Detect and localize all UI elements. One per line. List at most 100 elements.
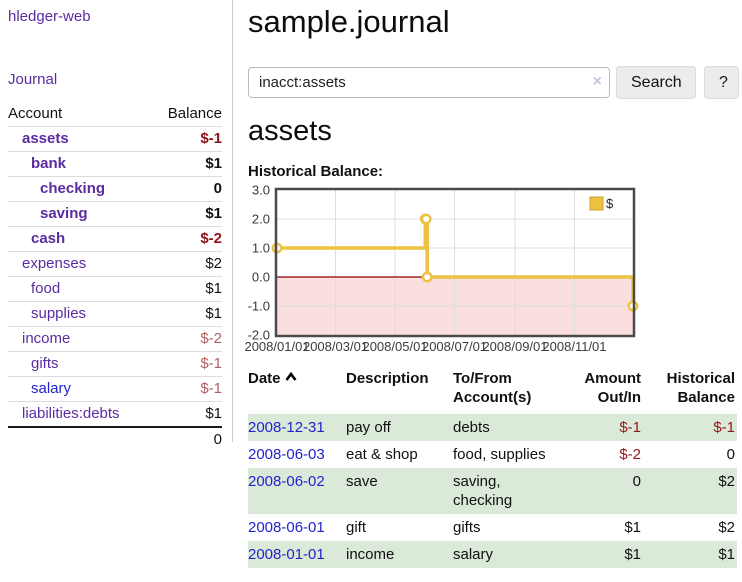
account-balance: $-1 (152, 376, 222, 402)
date-column-header[interactable]: Date (248, 369, 346, 414)
transaction-row: 2008-06-01 gift gifts $1 $2 (248, 514, 737, 541)
svg-text:0.0: 0.0 (252, 270, 270, 285)
account-balance: 0 (152, 176, 222, 202)
page-title: sample.journal (248, 4, 450, 39)
svg-text:$: $ (606, 196, 614, 211)
transaction-row: 2008-06-02 save saving, checking 0 $2 (248, 468, 737, 514)
transaction-date-link[interactable]: 2008-12-31 (248, 419, 325, 436)
account-link-bank[interactable]: bank (31, 155, 67, 172)
transaction-balance: 0 (726, 446, 735, 463)
help-button[interactable]: ? (704, 66, 739, 99)
transaction-amount: $1 (624, 546, 641, 563)
transaction-amount: $1 (624, 519, 641, 536)
account-row: salary $-1 (8, 376, 222, 402)
account-link-gifts[interactable]: gifts (31, 355, 59, 372)
transaction-amount: 0 (632, 473, 641, 490)
description-column-header: Description (346, 370, 429, 387)
svg-text:-1.0: -1.0 (248, 299, 270, 314)
account-balance: $1 (152, 151, 222, 177)
register-table: Date Description To/From Account(s) Amou… (248, 369, 737, 568)
transaction-accounts: gifts (453, 519, 481, 536)
account-link-income[interactable]: income (22, 330, 71, 347)
transaction-row: 2008-12-31 pay off debts $-1 $-1 (248, 414, 737, 441)
accounts-total-row: 0 (8, 426, 222, 452)
main-content: sample.journal × Search ? assets Histori… (234, 0, 742, 568)
svg-text:2008/09/01: 2008/09/01 (482, 339, 547, 354)
account-balance: $-1 (152, 126, 222, 152)
svg-text:3.0: 3.0 (252, 183, 270, 198)
account-balance: $1 (152, 401, 222, 428)
balance-column-header: Historical Balance (666, 370, 735, 406)
account-link-liabilities-debts[interactable]: liabilities:debts (22, 405, 120, 422)
account-row: supplies $1 (8, 301, 222, 327)
sort-ascending-icon (284, 372, 297, 381)
account-link-cash[interactable]: cash (31, 230, 66, 247)
account-balance: $-2 (152, 226, 222, 252)
transaction-accounts: salary (453, 546, 494, 563)
transaction-balance: $-1 (713, 419, 735, 436)
transaction-row: 2008-01-01 income salary $1 $1 (248, 541, 737, 568)
account-link-supplies[interactable]: supplies (31, 305, 87, 322)
transaction-amount: $-1 (619, 419, 641, 436)
account-row: income $-2 (8, 326, 222, 352)
chart-title: Historical Balance: (248, 163, 384, 180)
search-input[interactable] (248, 67, 610, 98)
account-row: liabilities:debts $1 (8, 401, 222, 428)
account-balance: $-1 (152, 351, 222, 377)
svg-text:2008/03/01: 2008/03/01 (303, 339, 368, 354)
transaction-date-link[interactable]: 2008-06-02 (248, 473, 325, 490)
svg-text:2.0: 2.0 (252, 212, 270, 227)
transaction-date-link[interactable]: 2008-06-03 (248, 446, 325, 463)
transaction-row: 2008-06-03 eat & shop food, supplies $-2… (248, 441, 737, 468)
transaction-date-link[interactable]: 2008-01-01 (248, 546, 325, 563)
account-balance: $1 (152, 201, 222, 227)
transaction-balance: $2 (718, 473, 735, 490)
transaction-accounts: saving, checking (453, 473, 513, 509)
account-link-assets[interactable]: assets (22, 130, 69, 147)
account-balance: $-2 (152, 326, 222, 352)
transaction-amount: $-2 (619, 446, 641, 463)
transaction-description: gift (346, 519, 367, 536)
svg-text:2008/11/01: 2008/11/01 (542, 339, 606, 354)
account-heading: assets (248, 115, 332, 147)
account-column-header: Account (8, 102, 152, 127)
account-row: expenses $2 (8, 251, 222, 277)
account-row: checking 0 (8, 176, 222, 202)
svg-text:2008/01/01: 2008/01/01 (244, 339, 309, 354)
balance-column-header: Balance (152, 102, 222, 127)
app-brand-link[interactable]: hledger-web (8, 8, 91, 25)
accounts-column-header: To/From Account(s) (453, 370, 532, 406)
svg-text:-2.0: -2.0 (248, 328, 270, 343)
svg-text:2008/05/01: 2008/05/01 (362, 339, 427, 354)
account-link-checking[interactable]: checking (40, 180, 106, 197)
accounts-total-balance: 0 (152, 426, 222, 452)
account-row: gifts $-1 (8, 351, 222, 377)
sidebar: hledger-web Journal Account Balance asse… (0, 0, 233, 452)
transaction-balance: $1 (718, 546, 735, 563)
transaction-accounts: debts (453, 419, 490, 436)
account-balance: $2 (152, 251, 222, 277)
sidebar-item-journal[interactable]: Journal (8, 71, 58, 88)
historical-balance-chart: 3.0 2.0 1.0 0.0 -1.0 -2.02008/01/012008/03/01… (244, 183, 639, 354)
clear-search-icon[interactable]: × (592, 73, 602, 90)
register-header-row: Date Description To/From Account(s) Amou… (248, 369, 737, 414)
account-row: food $1 (8, 276, 222, 302)
accounts-header-row: Account Balance (8, 102, 222, 127)
svg-text:2008/07/01: 2008/07/01 (422, 339, 487, 354)
transaction-balance: $2 (718, 519, 735, 536)
amount-column-header: Amount Out/In (584, 370, 641, 406)
transaction-description: save (346, 473, 378, 490)
account-link-expenses[interactable]: expenses (22, 255, 87, 272)
search-button[interactable]: Search (616, 66, 696, 99)
account-row: saving $1 (8, 201, 222, 227)
account-row: cash $-2 (8, 226, 222, 252)
account-row: assets $-1 (8, 126, 222, 152)
account-balance: $1 (152, 276, 222, 302)
account-link-salary[interactable]: salary (31, 380, 72, 397)
transaction-date-link[interactable]: 2008-06-01 (248, 519, 325, 536)
account-link-food[interactable]: food (31, 280, 61, 297)
search-form: × Search ? (248, 66, 742, 99)
account-link-saving[interactable]: saving (40, 205, 88, 222)
account-row: bank $1 (8, 151, 222, 177)
account-balance: $1 (152, 301, 222, 327)
